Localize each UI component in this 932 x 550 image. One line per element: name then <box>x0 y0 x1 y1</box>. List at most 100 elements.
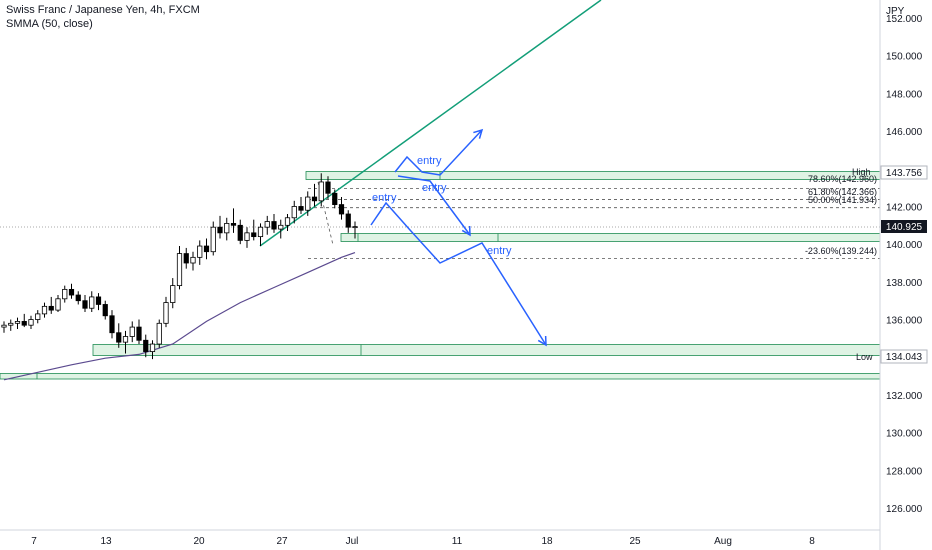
candle-19 <box>129 321 135 343</box>
time-tick-6: 18 <box>541 536 553 547</box>
candle-body-45 <box>305 196 311 211</box>
candle-body-5 <box>35 313 41 320</box>
candle-44 <box>298 197 304 215</box>
candle-body-24 <box>163 302 169 324</box>
sr-zone-1[interactable] <box>92 344 881 356</box>
candle-body-2 <box>14 321 21 324</box>
candle-41 <box>278 219 284 239</box>
candle-body-16 <box>109 315 115 334</box>
candle-25 <box>170 278 176 309</box>
candle-body-17 <box>116 332 122 343</box>
candle-body-26 <box>176 253 183 287</box>
price-tick-5: 136.000 <box>886 316 923 327</box>
candle-37 <box>251 219 257 241</box>
candle-body-30 <box>203 245 210 253</box>
candle-body-6 <box>41 305 48 315</box>
candle-42 <box>284 214 291 231</box>
bear-projection-arrow[interactable] <box>370 201 547 346</box>
candle-body-18 <box>122 336 129 343</box>
candle-body-32 <box>217 226 223 234</box>
candle-body-15 <box>102 304 108 317</box>
entry-label-3: entry <box>372 192 397 204</box>
candle-8 <box>55 295 61 313</box>
candle-38 <box>257 223 264 247</box>
sr-zone-0[interactable] <box>0 373 881 380</box>
candle-33 <box>224 217 230 241</box>
candle-body-46 <box>311 196 318 202</box>
low-price-value: 134.043 <box>886 352 923 363</box>
candle-4 <box>28 315 34 329</box>
high-price-badge <box>880 165 928 180</box>
candle-body-27 <box>183 253 189 264</box>
retrace-projection-arrow[interactable] <box>397 175 471 236</box>
candle-body-43 <box>291 206 297 219</box>
smma-line <box>3 252 356 381</box>
candle-29 <box>197 240 203 265</box>
sr-zone-3[interactable] <box>305 171 881 180</box>
candle-28 <box>190 251 196 271</box>
candle-6 <box>41 302 48 318</box>
candle-body-28 <box>190 256 196 264</box>
time-tick-5: 11 <box>452 536 463 547</box>
candle-9 <box>62 285 68 303</box>
price-tick-3: 132.000 <box>886 391 923 402</box>
candle-body-42 <box>284 217 291 226</box>
price-tick-6: 138.000 <box>886 278 923 289</box>
fib-level-618: 61.80%(142.366) <box>808 187 877 197</box>
candle-body-9 <box>62 288 68 300</box>
bull-projection-arrow[interactable] <box>394 129 483 176</box>
candle-5 <box>35 310 41 324</box>
candle-36 <box>244 227 250 248</box>
fib-low-label: Low <box>856 352 873 362</box>
candle-39 <box>264 215 270 235</box>
candle-body-39 <box>264 221 270 228</box>
candle-body-29 <box>197 245 203 258</box>
candle-24 <box>163 296 169 328</box>
candle-body-1 <box>8 322 14 326</box>
time-tick-7: 25 <box>629 536 641 547</box>
candle-body-52 <box>352 226 358 229</box>
candle-30 <box>203 238 210 260</box>
price-axis[interactable]: 126.000128.000130.000132.000134.000136.0… <box>886 14 923 515</box>
candle-32 <box>217 215 223 239</box>
sr-zone-2[interactable] <box>340 233 881 242</box>
fib-level-786: 78.60%(142.960) <box>808 174 877 184</box>
candle-body-11 <box>75 294 81 302</box>
time-tick-0: 7 <box>31 536 37 547</box>
candle-34 <box>230 208 237 233</box>
candle-body-35 <box>237 224 243 241</box>
candle-7 <box>48 296 54 314</box>
candle-body-23 <box>156 322 162 345</box>
candle-body-4 <box>28 319 34 326</box>
candle-body-40 <box>271 221 277 230</box>
time-tick-3: 27 <box>276 536 288 547</box>
candle-47 <box>318 173 324 207</box>
candle-49 <box>332 189 338 209</box>
candle-body-0 <box>1 324 7 328</box>
arrowhead-2 <box>537 335 547 347</box>
trendline[interactable] <box>259 0 602 247</box>
candle-body-14 <box>95 296 102 305</box>
candle-body-38 <box>257 226 264 238</box>
price-tick-10: 146.000 <box>886 127 923 138</box>
candle-14 <box>95 293 102 311</box>
candle-52 <box>352 221 358 239</box>
candle-body-41 <box>278 224 284 230</box>
candle-body-20 <box>136 326 142 341</box>
candle-body-36 <box>244 232 250 241</box>
price-tick-13: 152.000 <box>886 14 923 25</box>
candle-body-3 <box>21 321 27 326</box>
price-tick-8: 142.000 <box>886 202 923 213</box>
price-tick-0: 126.000 <box>886 504 923 515</box>
candle-3 <box>21 313 27 328</box>
arrowhead-1 <box>461 225 471 237</box>
candle-body-12 <box>82 300 88 309</box>
candle-body-10 <box>68 288 75 296</box>
candle-18 <box>122 330 129 354</box>
candle-body-8 <box>55 298 61 311</box>
time-axis[interactable]: 7 13 20 27 Jul 11 18 25 Aug 8 <box>31 536 815 547</box>
candle-31 <box>210 221 216 256</box>
price-tick-1: 128.000 <box>886 466 923 477</box>
candle-15 <box>102 300 108 320</box>
